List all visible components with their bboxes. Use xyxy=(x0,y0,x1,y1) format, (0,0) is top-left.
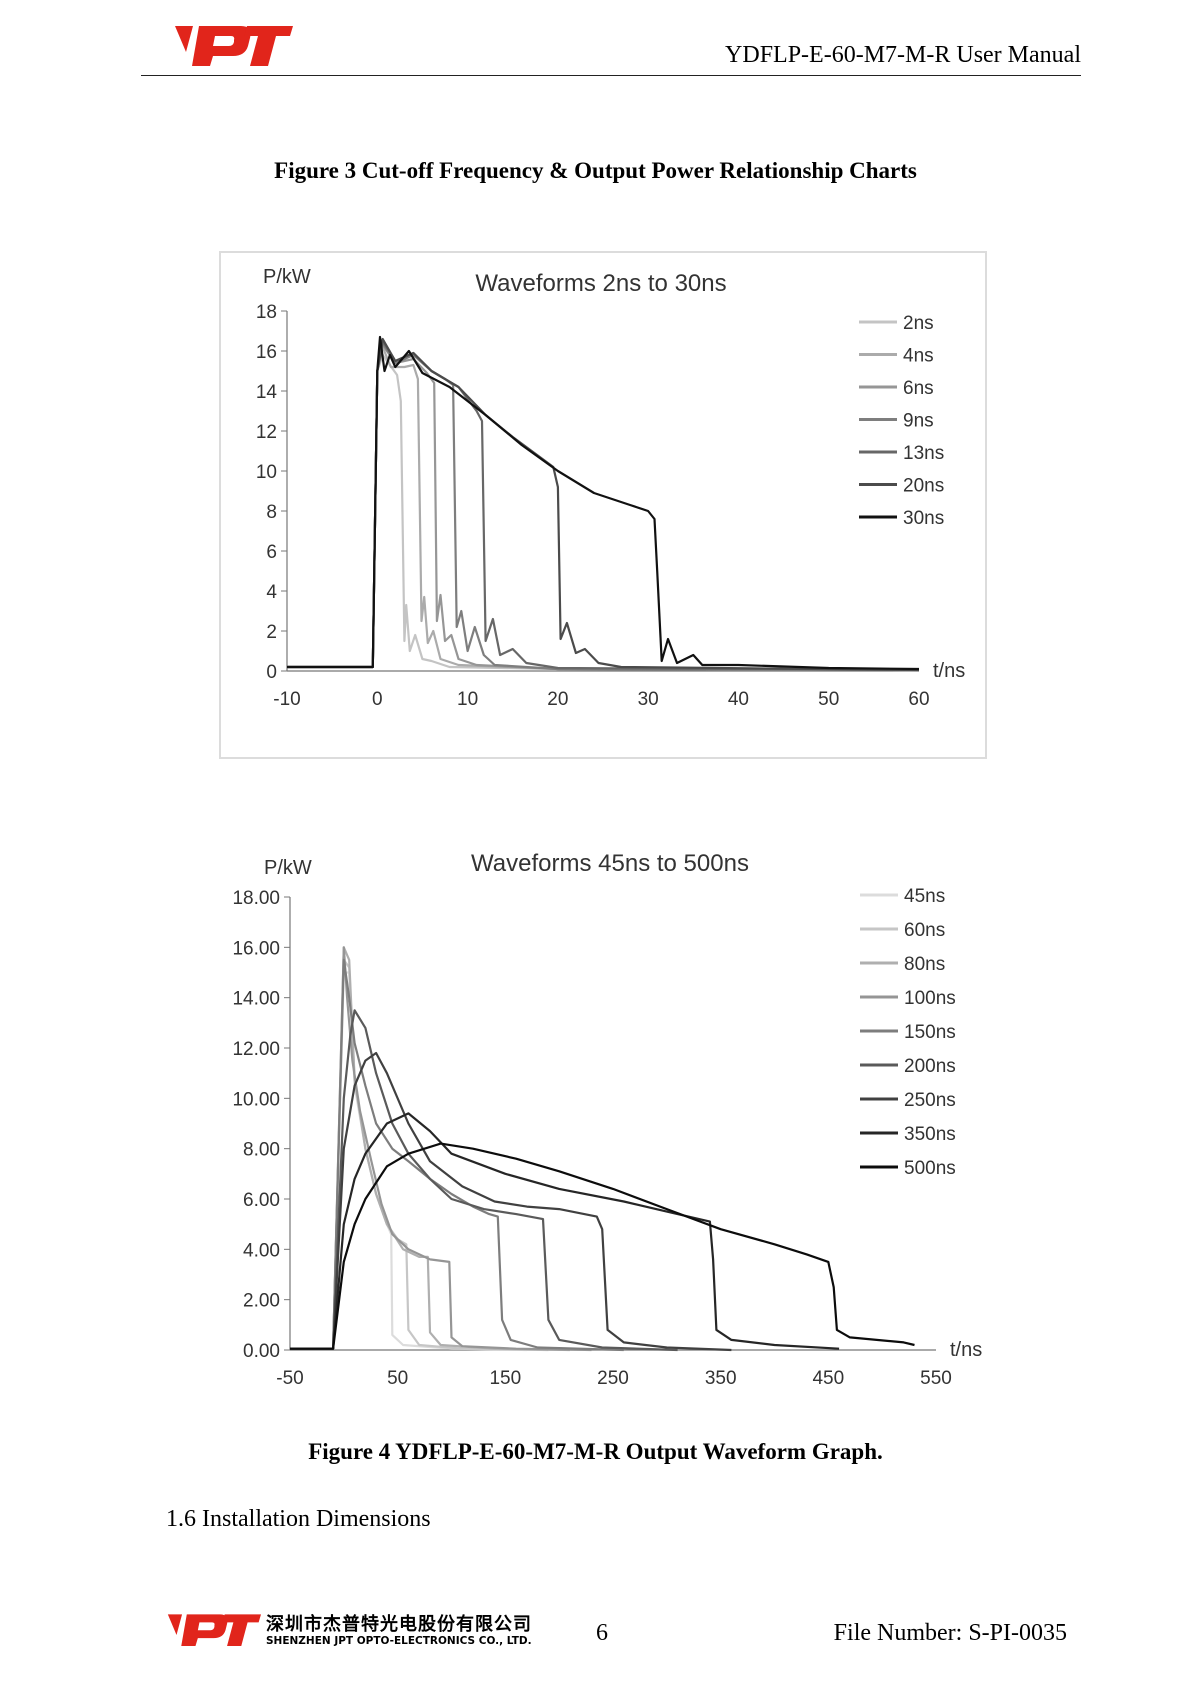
x-tick-label: 0 xyxy=(372,689,383,710)
x-axis-label: t/ns xyxy=(950,1339,982,1361)
y-tick-label: 10 xyxy=(256,462,277,483)
legend-label-60ns: 60ns xyxy=(904,920,945,941)
legend-label-30ns: 30ns xyxy=(903,508,944,529)
legend-label-150ns: 150ns xyxy=(904,1022,956,1043)
x-tick-label: 30 xyxy=(638,689,659,710)
series-line-2ns xyxy=(287,353,920,672)
chart-title: Waveforms 45ns to 500ns xyxy=(471,850,749,877)
y-tick-label: 0 xyxy=(266,662,277,683)
section-heading: 1.6 Installation Dimensions xyxy=(166,1506,431,1532)
y-tick-label: 2.00 xyxy=(243,1291,280,1312)
x-axis-label: t/ns xyxy=(933,660,965,682)
series-line-9ns xyxy=(287,341,920,672)
series-line-6ns xyxy=(287,343,920,672)
legend-label-2ns: 2ns xyxy=(903,313,934,334)
y-tick-label: 14.00 xyxy=(232,989,280,1010)
x-tick-label: 20 xyxy=(547,689,568,710)
legend-label-6ns: 6ns xyxy=(903,378,934,399)
y-tick-label: 14 xyxy=(256,382,278,403)
series-line-80ns xyxy=(290,946,570,1352)
x-tick-label: 450 xyxy=(812,1368,844,1389)
y-tick-label: 12.00 xyxy=(232,1039,280,1060)
x-tick-label: 150 xyxy=(489,1368,521,1389)
series-line-30ns xyxy=(287,335,920,671)
x-tick-label: 40 xyxy=(728,689,749,710)
chart1-svg: Waveforms 2ns to 30ns P/kW t/ns 0 2 4 6 8 10 12 14… xyxy=(256,266,965,710)
series-line-500ns xyxy=(290,1142,915,1350)
y-tick-label: 8 xyxy=(266,502,277,523)
y-tick-label: 6 xyxy=(266,542,277,563)
x-tick-label: 50 xyxy=(387,1368,408,1389)
y-tick-label: 6.00 xyxy=(243,1190,280,1211)
chart-title: Waveforms 2ns to 30ns xyxy=(475,270,726,297)
legend-label-80ns: 80ns xyxy=(904,954,945,975)
figure3-caption: Figure 3 Cut-off Frequency & Output Powe… xyxy=(274,158,917,183)
y-tick-label: 0.00 xyxy=(243,1341,280,1362)
x-tick-label: 350 xyxy=(705,1368,737,1389)
legend-label-350ns: 350ns xyxy=(904,1124,956,1145)
legend-label-500ns: 500ns xyxy=(904,1158,956,1179)
series-line-20ns xyxy=(287,337,920,672)
legend-label-13ns: 13ns xyxy=(903,443,944,464)
legend-label-45ns: 45ns xyxy=(904,886,945,907)
footer-company-cn: 深圳市杰普特光电股份有限公司 xyxy=(266,1614,532,1635)
y-tick-label: 8.00 xyxy=(243,1140,280,1161)
series-line-350ns xyxy=(290,1112,840,1350)
y-tick-label: 4 xyxy=(266,582,277,603)
legend-label-20ns: 20ns xyxy=(903,476,944,497)
x-tick-label: 60 xyxy=(908,689,929,710)
manual-title: YDFLP-E-60-M7-M-R User Manual xyxy=(725,42,1081,68)
waveform-chart-45-500ns: Waveforms 45ns to 500ns P/kW t/ns 0.00 2.00 4… xyxy=(200,840,1000,1400)
waveform-chart-2-30ns: Waveforms 2ns to 30ns P/kW t/ns 0 2 4 6 8 10 12 14… xyxy=(219,251,987,759)
jpt-logo xyxy=(175,26,293,66)
y-tick-label: 18 xyxy=(256,302,277,323)
figure4-caption: Figure 4 YDFLP-E-60-M7-M-R Output Wavefo… xyxy=(308,1439,883,1464)
y-tick-label: 18.00 xyxy=(232,888,280,909)
x-tick-label: -10 xyxy=(273,689,300,710)
header-divider xyxy=(141,75,1081,76)
x-tick-label: 250 xyxy=(597,1368,629,1389)
chart2-svg: Waveforms 45ns to 500ns P/kW t/ns 0.00 2.00 4… xyxy=(232,850,982,1389)
x-tick-label: -50 xyxy=(276,1368,303,1389)
x-tick-label: 550 xyxy=(920,1368,952,1389)
legend-label-200ns: 200ns xyxy=(904,1056,956,1077)
series-line-4ns xyxy=(287,345,920,672)
series-line-60ns xyxy=(290,958,549,1352)
series-line-250ns xyxy=(290,1051,732,1352)
x-tick-label: 10 xyxy=(457,689,478,710)
series-line-13ns xyxy=(287,339,920,672)
legend-label-100ns: 100ns xyxy=(904,988,956,1009)
file-number: File Number: S-PI-0035 xyxy=(833,1620,1067,1646)
y-tick-label: 4.00 xyxy=(243,1240,280,1261)
y-axis-label: P/kW xyxy=(263,266,311,288)
series-line-150ns xyxy=(290,958,624,1352)
y-axis-label: P/kW xyxy=(264,857,312,879)
y-tick-label: 16.00 xyxy=(232,938,280,959)
y-tick-label: 16 xyxy=(256,342,277,363)
page-number: 6 xyxy=(596,1620,608,1646)
series-line-200ns xyxy=(290,1009,678,1352)
y-tick-label: 12 xyxy=(256,422,277,443)
footer-company-en: SHENZHEN JPT OPTO-ELECTRONICS CO., LTD. xyxy=(266,1635,532,1647)
y-tick-label: 2 xyxy=(266,622,277,643)
legend-label-250ns: 250ns xyxy=(904,1090,956,1111)
footer-jpt-logo xyxy=(167,1614,261,1646)
x-tick-label: 50 xyxy=(818,689,839,710)
y-tick-label: 10.00 xyxy=(232,1089,280,1110)
legend-label-4ns: 4ns xyxy=(903,346,934,367)
legend-label-9ns: 9ns xyxy=(903,411,934,432)
